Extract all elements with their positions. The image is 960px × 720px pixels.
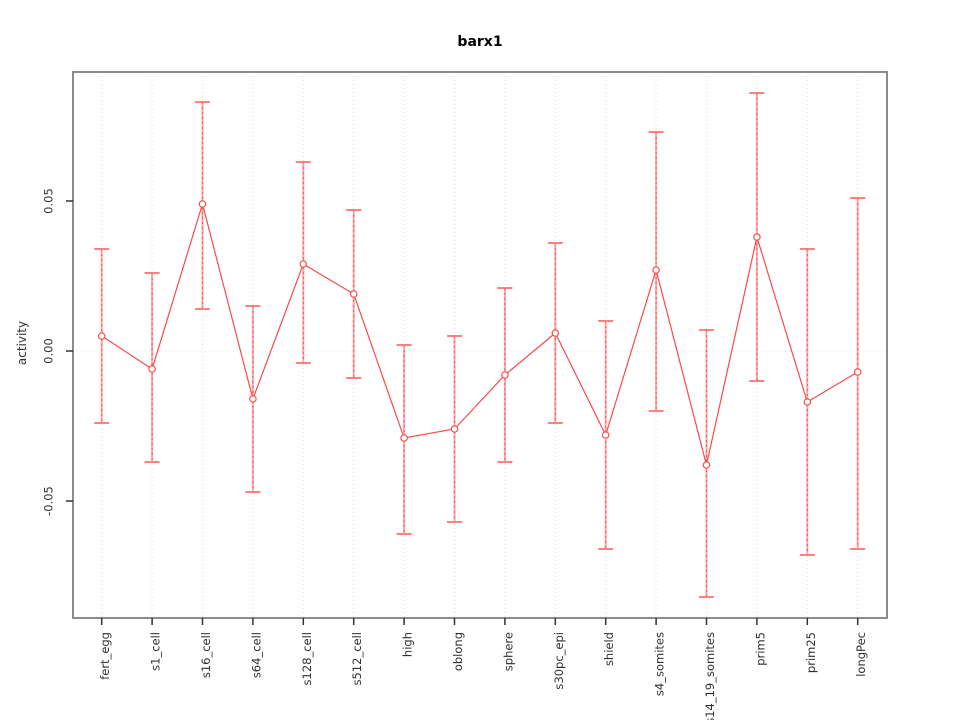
- x-tick-label: shield: [602, 632, 616, 666]
- x-tick-label: s512_cell: [350, 632, 364, 685]
- data-point: [400, 434, 408, 442]
- data-point: [501, 371, 509, 379]
- x-tick-label: sphere: [501, 632, 515, 671]
- data-point: [299, 260, 308, 268]
- x-tick-label: s128_cell: [300, 632, 314, 685]
- x-tick-label: prim25: [804, 632, 818, 673]
- x-tick-label: s14_19_somites: [703, 632, 717, 720]
- data-point: [249, 395, 257, 403]
- plot-border: [72, 71, 888, 619]
- y-tick-label: 0.05: [42, 188, 56, 214]
- data-point: [551, 329, 560, 337]
- chart-title: barx1: [457, 34, 503, 50]
- y-tick-label: 0.00: [42, 338, 56, 364]
- data-point: [97, 332, 106, 340]
- data-point: [803, 398, 812, 406]
- data-point: [601, 431, 610, 439]
- data-point: [450, 425, 459, 433]
- x-tick-label: longPec: [854, 632, 868, 677]
- data-point: [853, 368, 862, 376]
- x-tick-label: high: [401, 632, 415, 657]
- data-point: [652, 266, 660, 274]
- x-tick-label: fert_egg: [98, 632, 112, 680]
- y-tick-label: -0.05: [42, 486, 56, 516]
- data-point: [148, 365, 156, 373]
- x-tick-label: s1_cell: [149, 632, 163, 671]
- data-point: [349, 290, 358, 298]
- data-point: [753, 233, 761, 241]
- x-tick-label: s64_cell: [249, 632, 263, 678]
- data-point: [702, 461, 711, 469]
- x-tick-label: oblong: [451, 632, 465, 671]
- x-tick-label: s4_somites: [653, 632, 667, 696]
- data-point: [198, 200, 207, 208]
- series-line: [101, 201, 859, 466]
- x-tick-label: prim5: [753, 632, 767, 666]
- x-tick-label: s30pc_epi: [552, 632, 566, 690]
- x-tick-label: s16_cell: [199, 632, 213, 678]
